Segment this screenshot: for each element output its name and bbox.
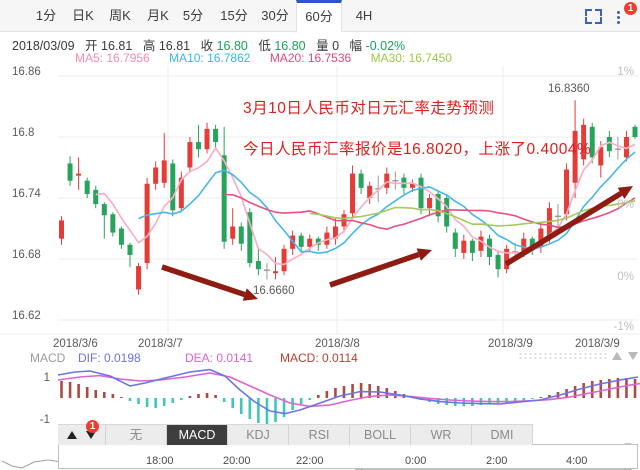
indicator-tab-kdj[interactable]: KDJ xyxy=(228,425,289,445)
pct-axis-neg1: -1% xyxy=(613,321,634,333)
ma10-line xyxy=(138,151,636,254)
high-value: 16.81 xyxy=(158,39,191,53)
date-label-3-9a: 2018/3/9 xyxy=(488,338,533,350)
tab-4h[interactable]: 4H xyxy=(355,8,373,23)
nav-time-18: 18:00 xyxy=(146,455,174,467)
notification-badge[interactable]: 1 xyxy=(624,2,637,15)
tab-15min[interactable]: 15分 xyxy=(220,8,248,23)
more-menu-icon[interactable] xyxy=(617,9,620,26)
nav-time-22: 22:00 xyxy=(296,455,324,467)
low-price-label: 16.6660 xyxy=(253,285,295,297)
tab-60min-active[interactable]: 60分 xyxy=(296,0,342,32)
macd-pager-dots[interactable] xyxy=(518,352,608,360)
low-value: 16.80 xyxy=(274,39,306,53)
ma5-line xyxy=(95,141,636,266)
annotation-forecast-title: 3月10日人民币对日元汇率走势预测 xyxy=(243,100,495,117)
indicator-down-icon[interactable] xyxy=(86,431,97,439)
nav-time-20: 20:00 xyxy=(223,455,251,467)
indicator-up-icon[interactable] xyxy=(66,431,77,439)
nav-time-4: 4:00 xyxy=(566,455,588,467)
macd-panel-title: MACD xyxy=(30,351,66,365)
macd-macd-value: MACD: 0.0114 xyxy=(280,351,358,365)
open-label: 开 xyxy=(85,39,98,53)
price-axis-16.8: 16.8 xyxy=(12,127,35,139)
indicator-tab-wr[interactable]: WR xyxy=(411,425,472,445)
ma-values-row: MA5: 16.7956 MA10: 16.7862 MA20: 16.7536… xyxy=(75,51,468,65)
annotation-quote-line: 今日人民币汇率报价是16.8020，上涨了0.4004% xyxy=(243,141,592,158)
price-axis-16.74: 16.74 xyxy=(12,188,41,200)
close-label: 收 xyxy=(200,39,214,53)
tab-month[interactable]: 月K xyxy=(147,8,169,23)
macd-axis-1: 1 xyxy=(43,372,50,384)
ma-lines-layer xyxy=(95,141,636,266)
period-tabbar: 1分 日K 周K 月K 5分 15分 30分 60分 4H 1 xyxy=(0,0,640,32)
pct-axis-0a: 0% xyxy=(617,199,634,211)
macd-layer xyxy=(57,368,640,424)
nav-time-0: 0:00 xyxy=(405,455,427,467)
indicator-tab-macd[interactable]: MACD xyxy=(167,425,228,445)
trend-arrows-layer xyxy=(161,186,633,301)
tab-day[interactable]: 日K xyxy=(72,8,94,23)
macd-pager-down-icon[interactable] xyxy=(628,352,638,360)
indicator-tab-boll[interactable]: BOLL xyxy=(350,425,411,445)
indicator-tab-none[interactable]: 无 xyxy=(106,425,167,445)
nav-time-2: 2:00 xyxy=(486,455,508,467)
indicator-badge[interactable]: 1 xyxy=(86,420,99,433)
ma30-line xyxy=(309,200,636,227)
tab-week[interactable]: 周K xyxy=(109,8,131,23)
pct-axis-0b: 0% xyxy=(617,271,634,283)
change-label: 幅 xyxy=(349,39,363,53)
high-label: 高 xyxy=(142,39,156,53)
candles-layer xyxy=(59,100,638,295)
date-label-3-7: 2018/3/7 xyxy=(138,338,183,350)
pct-axis-1: 1% xyxy=(617,66,634,78)
macd-dif-value: DIF: 0.0198 xyxy=(78,351,141,365)
macd-pager-up-icon[interactable] xyxy=(612,352,622,360)
price-axis-16.62: 16.62 xyxy=(12,310,41,322)
ma30-value: MA30: 16.7450 xyxy=(370,51,452,65)
tab-5min[interactable]: 5分 xyxy=(182,8,204,23)
ohlc-info-row: 2018/03/09 开 16.81 高 16.81 收 16.80 低 16.… xyxy=(12,35,412,54)
fullscreen-icon[interactable] xyxy=(585,9,602,24)
date-label-3-9b: 2018/3/9 xyxy=(575,338,620,350)
tab-30min[interactable]: 30分 xyxy=(261,8,289,23)
quote-date: 2018/03/09 xyxy=(12,39,75,53)
ma10-value: MA10: 16.7862 xyxy=(169,51,251,65)
indicator-arrows xyxy=(58,425,106,445)
ma20-line xyxy=(224,193,636,230)
high-price-label: 16.8360 xyxy=(548,83,590,95)
indicator-tabbar: 无 MACD KDJ RSI BOLL WR DMI xyxy=(58,424,533,445)
tab-1min[interactable]: 1分 xyxy=(35,8,57,23)
macd-dea-value: DEA: 0.0141 xyxy=(185,351,254,365)
low-label: 低 xyxy=(258,39,271,53)
ma5-value: MA5: 16.7956 xyxy=(75,51,150,65)
volume-label: 量 xyxy=(316,39,329,53)
price-axis-16.86: 16.86 xyxy=(12,66,41,78)
open-value: 16.81 xyxy=(101,39,133,53)
volume-value: 0 xyxy=(332,39,340,53)
close-value: 16.80 xyxy=(216,39,248,53)
datazoom-navigator[interactable] xyxy=(58,444,638,469)
date-label-3-8: 2018/3/8 xyxy=(315,338,360,350)
macd-axis-neg1: -1 xyxy=(39,414,50,426)
date-label-3-6: 2018/3/6 xyxy=(53,338,98,350)
price-axis-16.68: 16.68 xyxy=(12,249,41,261)
indicator-tab-rsi[interactable]: RSI xyxy=(289,425,350,445)
indicator-tab-dmi[interactable]: DMI xyxy=(472,425,533,445)
ma20-value: MA20: 16.7536 xyxy=(269,51,352,65)
change-value: -0.02% xyxy=(365,39,406,53)
